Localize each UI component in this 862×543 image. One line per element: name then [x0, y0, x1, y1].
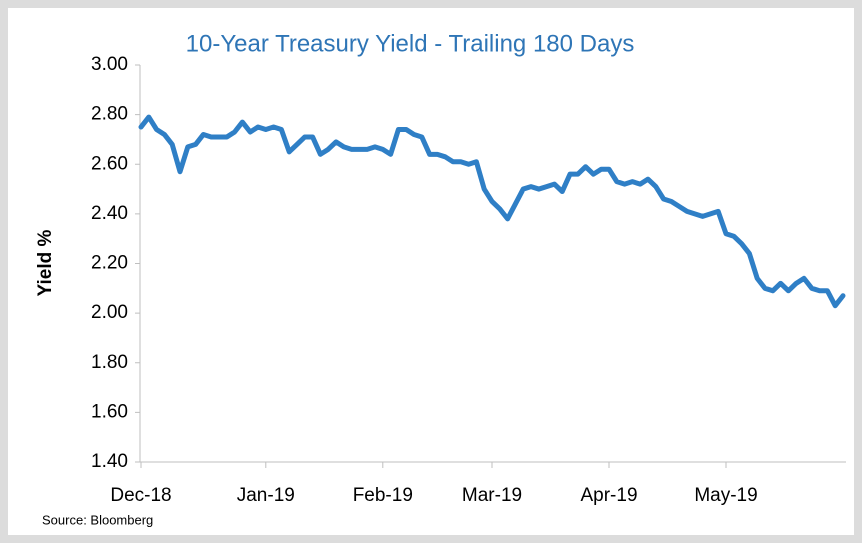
y-tick-label: 1.80 [91, 352, 128, 373]
x-tick-label: May-19 [694, 485, 757, 506]
x-tick-label: Jan-19 [237, 485, 295, 506]
y-tick-label: 2.60 [91, 153, 128, 174]
line-series [138, 114, 846, 309]
y-tick-label: 2.00 [91, 302, 128, 323]
chart-title: 10-Year Treasury Yield - Trailing 180 Da… [186, 30, 635, 57]
y-tick-label: 2.20 [91, 253, 128, 274]
y-tick-label: 2.40 [91, 203, 128, 224]
x-tick-label: Mar-19 [462, 485, 522, 506]
x-tick-label: Apr-19 [580, 485, 637, 506]
x-tick-label: Feb-19 [353, 485, 413, 506]
x-tick-label: Dec-18 [110, 485, 171, 506]
y-tick-label: 3.00 [91, 54, 128, 75]
y-tick-label: 1.40 [91, 451, 128, 472]
y-tick-label: 2.80 [91, 104, 128, 125]
y-axis-label: Yield % [35, 229, 56, 296]
y-tick-label: 1.60 [91, 401, 128, 422]
panel [8, 8, 854, 535]
source-note: Source: Bloomberg [42, 512, 153, 527]
